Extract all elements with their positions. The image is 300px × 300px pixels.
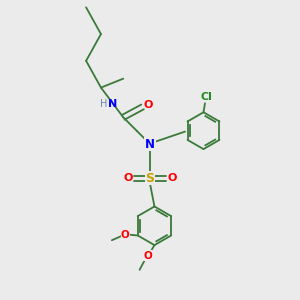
Text: N: N xyxy=(145,138,155,151)
Text: O: O xyxy=(143,100,153,110)
Text: H: H xyxy=(100,99,108,109)
Text: Cl: Cl xyxy=(200,92,212,102)
Text: S: S xyxy=(146,172,154,185)
Text: O: O xyxy=(121,230,130,240)
Text: O: O xyxy=(143,250,152,260)
Text: O: O xyxy=(168,173,177,183)
Text: O: O xyxy=(123,173,132,183)
Text: N: N xyxy=(108,99,118,109)
